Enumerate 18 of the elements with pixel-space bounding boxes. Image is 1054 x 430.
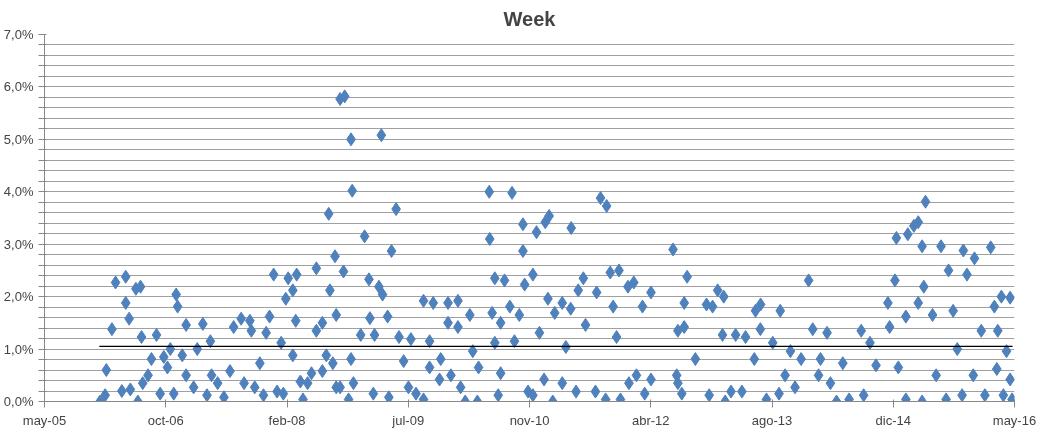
y-tick-label: 3,0% [3, 236, 34, 252]
x-tick-label: nov-10 [509, 412, 550, 428]
y-tick-label: 6,0% [3, 79, 34, 95]
y-tick-label: 2,0% [3, 289, 34, 305]
x-tick-label: dic-14 [875, 412, 911, 428]
x-tick-label: may-05 [22, 412, 67, 428]
y-tick-label: 1,0% [3, 341, 34, 357]
x-tick-label: jul-09 [391, 412, 425, 428]
y-tick-label: 0,0% [3, 394, 34, 409]
x-tick-label: abr-12 [631, 412, 670, 428]
y-tick-label: 5,0% [3, 131, 34, 147]
x-tick-label: may-16 [992, 412, 1037, 428]
x-tick-label: ago-13 [751, 412, 793, 428]
chart-title: Week [503, 7, 557, 30]
x-tick-label: oct-06 [147, 412, 184, 428]
y-tick-label: 4,0% [3, 184, 34, 200]
x-tick-label: feb-08 [268, 412, 306, 428]
y-tick-label: 7,0% [3, 27, 34, 42]
